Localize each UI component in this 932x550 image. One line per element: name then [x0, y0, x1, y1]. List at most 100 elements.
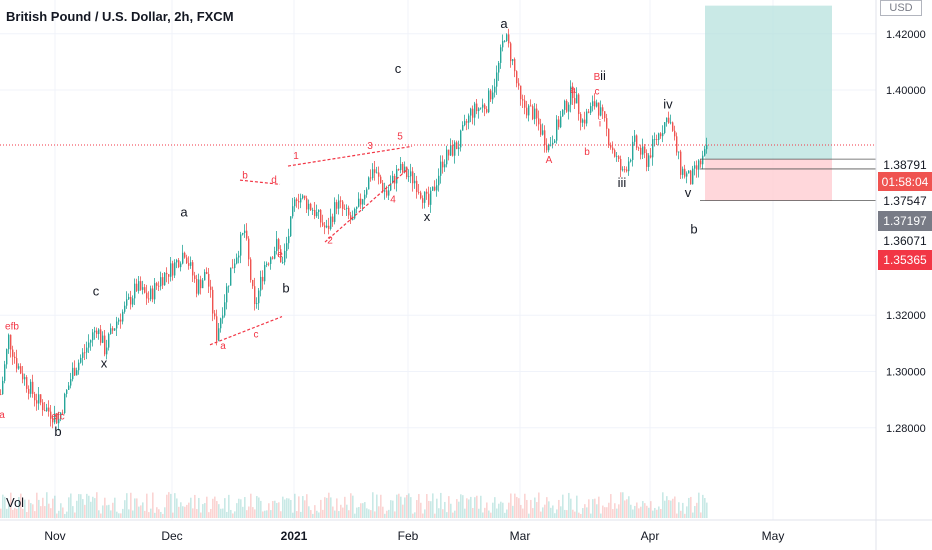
volume-bar [328, 492, 330, 518]
volume-bar [550, 507, 552, 518]
stop-zone[interactable] [705, 159, 832, 201]
volume-bar [60, 503, 62, 518]
candle-body [26, 377, 28, 389]
time-tick-label: Mar [510, 529, 531, 543]
volume-bar [174, 493, 176, 518]
candle-body [478, 108, 480, 112]
candle-body [156, 283, 158, 286]
wave-label-red: d [271, 175, 277, 186]
volume-bar [546, 497, 548, 518]
price-axis-tag[interactable]: 01:58:04 [878, 172, 932, 192]
wave-label-red: b [242, 171, 248, 182]
wave-label-red: 3 [367, 141, 373, 152]
candle-body [56, 413, 58, 424]
volume-bar [350, 493, 352, 518]
time-axis[interactable]: Nov Dec 2021 Feb Mar Apr May [0, 519, 932, 543]
volume-bar [526, 499, 528, 518]
volume-bar [516, 496, 518, 518]
volume-bar [40, 506, 42, 518]
candle-body [610, 144, 612, 148]
volume-bar [248, 506, 250, 518]
candle-body [538, 118, 540, 125]
volume-bar [466, 498, 468, 518]
candle-body [578, 94, 580, 115]
volume-bar [146, 493, 148, 518]
volume-bar [692, 512, 694, 518]
volume-bar [294, 493, 296, 518]
price-axis-tag[interactable]: 1.35365 [878, 250, 932, 270]
volume-bar [400, 496, 402, 518]
price-axis-tag[interactable]: 1.37197 [878, 211, 932, 231]
wave-label-black: b [282, 281, 289, 296]
volume-bar [246, 510, 248, 518]
volume-bar [436, 498, 438, 518]
candle-body [396, 169, 398, 184]
volume-bar [484, 507, 486, 518]
candle-body [616, 156, 618, 158]
candle-body [170, 263, 172, 277]
candle-body [474, 103, 476, 118]
volume-bar [134, 498, 136, 518]
candle-body [154, 283, 156, 300]
candle-body [204, 272, 206, 281]
candle-body [240, 234, 242, 256]
candle-body [58, 418, 60, 424]
candle-body [706, 145, 708, 150]
candle-body [658, 133, 660, 140]
volume-bar [22, 508, 24, 518]
candle-body [180, 263, 182, 268]
volume-bar [558, 499, 560, 518]
volume-bar [354, 513, 356, 518]
price-axis-tag[interactable]: 1.38791 [878, 155, 932, 175]
candle-body [552, 142, 554, 145]
volume-bar [72, 506, 74, 518]
volume-bar [488, 510, 490, 518]
volume-bar [336, 498, 338, 518]
volume-bar [632, 509, 634, 518]
volume-bar [286, 498, 288, 518]
price-axis[interactable]: 1.42000 1.40000 1.32000 1.30000 1.28000 [875, 0, 926, 550]
volume-bar [332, 506, 334, 518]
volume-bar [390, 500, 392, 518]
candle-body [606, 118, 608, 129]
volume-bar [48, 503, 50, 518]
candle-body [98, 329, 100, 335]
price-axis-tag[interactable]: 1.37547 [878, 191, 932, 211]
candle-body [596, 102, 598, 107]
candle-body [482, 104, 484, 108]
volume-bar [12, 509, 14, 518]
volume-bar [334, 510, 336, 518]
candle-body [692, 168, 694, 185]
volume-bar [620, 492, 622, 518]
candle-body [36, 400, 38, 404]
candle-body [190, 262, 192, 266]
candle-body [636, 135, 638, 148]
candle-body [342, 201, 344, 209]
candle-body [428, 193, 430, 205]
volume-bar [362, 503, 364, 518]
volume-bar [588, 499, 590, 518]
volume-bar [226, 511, 228, 518]
volume-bar [42, 497, 44, 518]
candle-body [602, 107, 604, 112]
candle-body [172, 263, 174, 276]
candle-body [272, 257, 274, 259]
candle-body [136, 283, 138, 291]
candle-body [448, 149, 450, 156]
volume-bar [0, 508, 2, 518]
currency-tag[interactable]: USD [880, 0, 922, 16]
candle-body [220, 318, 222, 329]
volume-bar [338, 511, 340, 518]
volume-bar [204, 503, 206, 518]
volume-bar [170, 493, 172, 518]
candle-body [66, 389, 68, 394]
volume-bar [6, 508, 8, 518]
price-axis-tag[interactable]: 1.36071 [878, 231, 932, 251]
candle-body [298, 201, 300, 203]
candle-body [232, 267, 234, 269]
candle-body [516, 71, 518, 84]
candle-body [224, 302, 226, 316]
volume-bar [570, 498, 572, 518]
target-zone[interactable] [705, 5, 832, 160]
